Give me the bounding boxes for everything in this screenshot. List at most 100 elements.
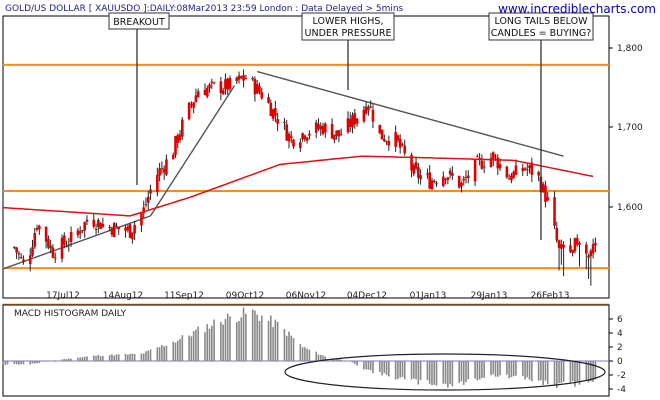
candle-body [190, 104, 193, 106]
candle [287, 131, 291, 149]
candle-body [78, 231, 82, 234]
candle-body [507, 178, 511, 180]
annotation-text: LOWER HIGHS, [313, 16, 384, 27]
macd-bar [594, 361, 597, 380]
candle-body [244, 78, 248, 80]
trendlines [2, 70, 564, 270]
macd-bar [222, 324, 224, 361]
candle [117, 226, 121, 235]
macd-bar [190, 336, 193, 361]
candle-body [271, 109, 275, 119]
candle [283, 117, 286, 130]
candle [432, 179, 436, 184]
candle [525, 163, 529, 177]
macd-bar [181, 335, 184, 361]
candle [317, 118, 320, 131]
macd-bar [353, 361, 356, 365]
candle [19, 253, 23, 259]
candle [92, 213, 96, 229]
candle [49, 240, 52, 254]
candlestick-series [13, 69, 597, 286]
candle-body [287, 133, 291, 142]
candle-body [28, 255, 32, 265]
candle [546, 192, 550, 202]
candle [589, 248, 593, 286]
candle-body [274, 108, 277, 116]
macd-bar [333, 358, 336, 361]
macd-bar [413, 361, 415, 379]
candle [528, 164, 531, 174]
candle [174, 135, 177, 158]
candle [78, 226, 82, 239]
candle-body [301, 133, 304, 140]
macd-bar [149, 349, 152, 361]
macd-bar [449, 361, 451, 385]
candle [362, 105, 366, 124]
candle [335, 130, 338, 140]
candle-body [525, 169, 529, 171]
candle-body [160, 167, 164, 169]
candle-body [394, 132, 397, 147]
candle [219, 76, 223, 101]
annotation-box [108, 12, 170, 30]
candle [460, 181, 463, 193]
candle-body [528, 165, 531, 169]
candle-body [305, 137, 309, 141]
candle-body [460, 182, 463, 187]
macd-bar [111, 354, 113, 361]
candle [53, 252, 57, 264]
macd-bar [63, 358, 66, 361]
y-tick-label: 1,600 [617, 203, 643, 213]
candle [178, 130, 182, 143]
candle-body [35, 227, 39, 230]
macd-bar [92, 355, 95, 361]
candle [260, 87, 264, 100]
candle-body [242, 75, 245, 81]
candle-body [101, 223, 105, 227]
candle-body [544, 185, 547, 202]
candle [419, 169, 422, 185]
macd-bar [131, 353, 134, 361]
annotation-box [301, 12, 395, 41]
candle [575, 234, 579, 247]
candle-body [38, 225, 41, 230]
macd-bar [176, 340, 179, 361]
candle [510, 172, 513, 184]
candle [464, 170, 468, 184]
candle-body [176, 135, 180, 143]
macd-bar [22, 361, 25, 365]
candle-body [448, 170, 452, 175]
candle-body [555, 227, 559, 241]
candle-body [162, 168, 166, 173]
macd-bar [38, 361, 41, 363]
macd-y-tick-label: -2 [617, 371, 626, 381]
candle [319, 122, 323, 136]
macd-bar [569, 361, 572, 383]
macd-bar [524, 361, 526, 380]
macd-y-tick-label: 4 [617, 329, 623, 339]
macd-bar [306, 348, 308, 361]
x-tick-label: 06Nov12 [286, 291, 326, 301]
candle-body [283, 122, 286, 124]
candle [237, 71, 241, 84]
candle [476, 154, 479, 158]
candle-body [221, 90, 225, 94]
candle-body [330, 123, 334, 139]
macd-bar [401, 361, 404, 377]
macd-bar [417, 361, 420, 385]
candle [369, 100, 372, 108]
candle-body [49, 245, 52, 249]
candle-body [333, 134, 336, 140]
candle [13, 246, 16, 250]
macd-bar [18, 361, 20, 365]
macd-bar [492, 361, 495, 375]
candle [462, 176, 466, 186]
candle [378, 124, 382, 135]
candle [507, 174, 511, 180]
candle [346, 111, 350, 134]
candle [323, 122, 327, 138]
candle [28, 248, 32, 272]
candle-body [62, 235, 66, 245]
macd-bar [587, 361, 590, 383]
candle [258, 82, 261, 95]
